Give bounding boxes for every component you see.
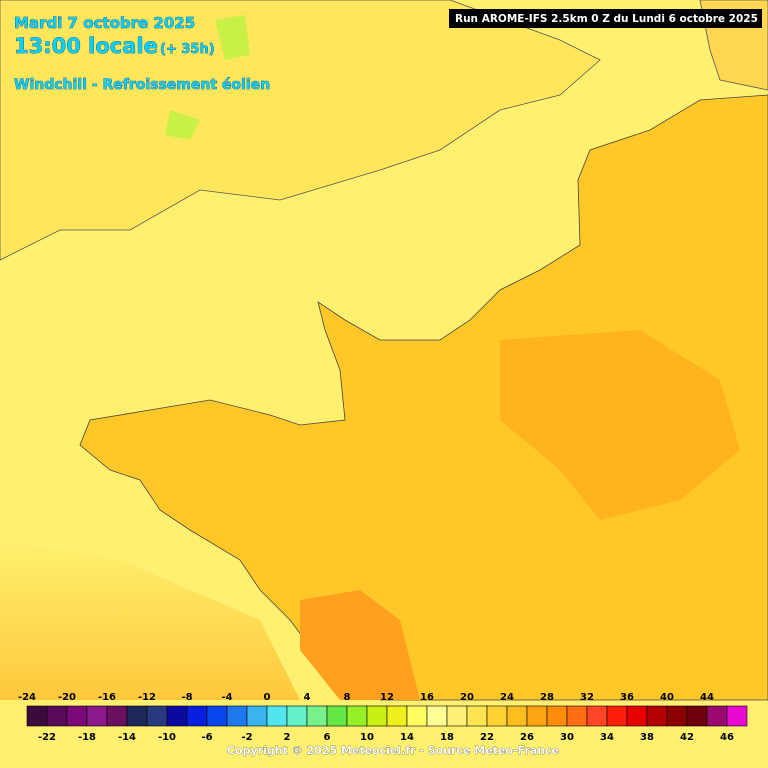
- legend-swatch: [166, 705, 188, 727]
- run-box: [449, 9, 762, 28]
- legend-swatch: [346, 705, 368, 727]
- legend-swatch: [606, 705, 628, 727]
- cool-patch: [165, 110, 200, 140]
- legend-label: -2: [241, 732, 252, 743]
- legend-swatch: [666, 705, 688, 727]
- legend-swatch: [466, 705, 488, 727]
- legend-swatch: [146, 705, 168, 727]
- legend-label: 44: [700, 692, 714, 703]
- england: [0, 0, 601, 261]
- legend-swatch: [446, 705, 468, 727]
- legend-label: 20: [460, 692, 474, 703]
- legend-swatch: [126, 705, 148, 727]
- legend-swatch: [566, 705, 588, 727]
- legend-swatch: [686, 705, 708, 727]
- lead-time: (+ 35h): [160, 42, 215, 57]
- legend-swatch: [286, 705, 308, 727]
- legend-swatch: [86, 705, 108, 727]
- legend-label: -12: [138, 692, 156, 703]
- legend-label: -20: [58, 692, 76, 703]
- legend-label: 16: [420, 692, 434, 703]
- legend-swatch: [626, 705, 648, 727]
- legend-label: -16: [98, 692, 116, 703]
- run-info: Run AROME-IFS 2.5km 0 Z du Lundi 6 octob…: [455, 13, 758, 25]
- legend-swatch: [546, 705, 568, 727]
- legend-swatch: [246, 705, 268, 727]
- legend: -24-22-20-18-16-14-12-10-8-6-4-202468101…: [18, 692, 748, 743]
- legend-label: 32: [580, 692, 594, 703]
- legend-swatch: [706, 705, 728, 727]
- legend-swatch: [306, 705, 328, 727]
- copyright: Copyright © 2025 Meteociel.fr - Source M…: [227, 744, 559, 757]
- legend-label: -8: [181, 692, 192, 703]
- legend-swatch: [66, 705, 88, 727]
- legend-label: 40: [660, 692, 674, 703]
- legend-label: -6: [201, 732, 212, 743]
- legend-swatch: [106, 705, 128, 727]
- legend-swatch: [526, 705, 548, 727]
- legend-label: 18: [440, 732, 454, 743]
- legend-swatch: [586, 705, 608, 727]
- legend-label: 4: [304, 692, 311, 703]
- legend-swatch: [226, 705, 248, 727]
- legend-swatch: [366, 705, 388, 727]
- legend-label: -18: [78, 732, 96, 743]
- legend-label: 24: [500, 692, 514, 703]
- legend-label: 26: [520, 732, 534, 743]
- legend-swatch: [386, 705, 408, 727]
- hot-zone: [300, 590, 420, 700]
- legend-label: 36: [620, 692, 634, 703]
- legend-swatch: [506, 705, 528, 727]
- warm-zone: [500, 330, 740, 520]
- legend-label: 14: [400, 732, 414, 743]
- legend-swatch: [726, 705, 748, 727]
- time: 13:00 locale: [14, 34, 158, 58]
- legend-label: 42: [680, 732, 694, 743]
- legend-label: 38: [640, 732, 654, 743]
- legend-swatch: [266, 705, 288, 727]
- legend-label: -10: [158, 732, 176, 743]
- legend-swatch: [186, 705, 208, 727]
- legend-label: 0: [264, 692, 271, 703]
- legend-label: 12: [380, 692, 394, 703]
- france: [79, 94, 768, 701]
- legend-swatch: [46, 705, 68, 727]
- legend-label: -24: [18, 692, 36, 703]
- legend-label: 46: [720, 732, 734, 743]
- legend-label: 2: [284, 732, 291, 743]
- legend-swatch: [646, 705, 668, 727]
- legend-swatch: [406, 705, 428, 727]
- legend-label: 34: [600, 732, 614, 743]
- legend-label: 6: [324, 732, 331, 743]
- legend-label: -4: [221, 692, 232, 703]
- legend-label: -14: [118, 732, 136, 743]
- legend-swatch: [206, 705, 228, 727]
- sea-warm: [0, 540, 300, 700]
- legend-label: 10: [360, 732, 374, 743]
- legend-label: 22: [480, 732, 494, 743]
- legend-label: 28: [540, 692, 554, 703]
- legend-label: 30: [560, 732, 574, 743]
- cool-patch: [215, 15, 250, 60]
- parameter: Windchill - Refroissement éolien: [14, 77, 270, 93]
- legend-swatch: [426, 705, 448, 727]
- legend-swatch: [326, 705, 348, 727]
- legend-swatch: [486, 705, 508, 727]
- date: Mardi 7 octobre 2025: [14, 14, 195, 32]
- legend-label: 8: [344, 692, 351, 703]
- legend-label: -22: [38, 732, 56, 743]
- legend-swatch: [26, 705, 48, 727]
